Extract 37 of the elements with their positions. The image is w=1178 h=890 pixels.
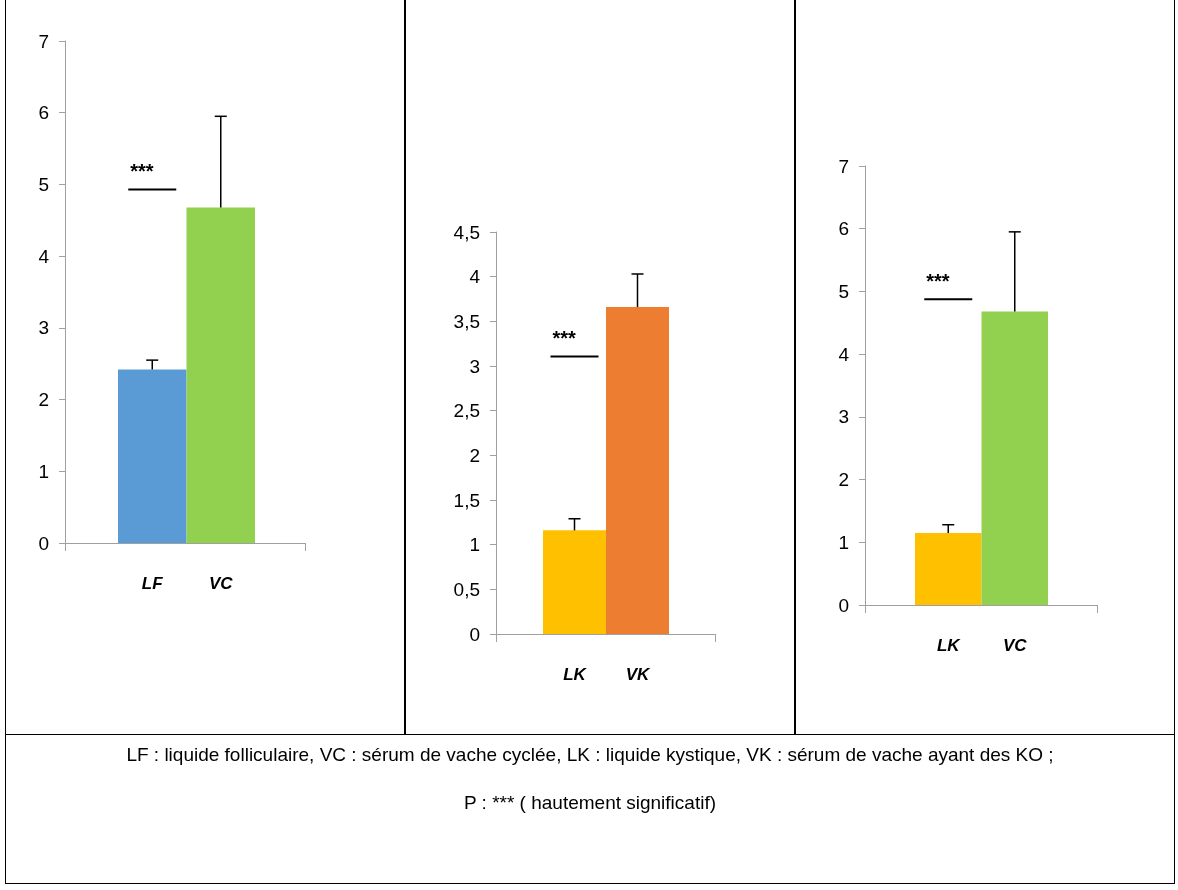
annotation: *** [926,270,950,293]
y-tick-label: 2 [469,444,480,466]
y-tick-label: 5 [38,173,49,195]
y-tick-label: 0 [838,594,849,616]
y-tick-label: 1 [38,460,49,482]
x-tick-label: VK [625,665,652,684]
y-tick-label: 3 [838,406,849,428]
y-tick-label: 0 [38,532,49,554]
text: LF : liquide folliculaire, VC : sérum de vache cyclée, LK : liquide kystique, VK : sérum de vache ayant des KO ; [125,743,1055,767]
annotation: *** [130,160,154,183]
y-tick-label: 3 [38,317,49,339]
y-tick-label: 0 [469,623,480,645]
y-tick-label: 2,5 [453,400,480,422]
y-tick-label: 0,5 [453,578,480,600]
x-tick-label: VC [208,574,234,593]
y-tick-label: 2 [838,469,849,491]
x-tick-label: LK [936,636,962,655]
y-tick-label: 6 [838,218,849,240]
text: P : *** ( hautement significatif) [462,791,717,815]
y-tick-label: 3 [469,355,480,377]
annotation: *** [552,327,577,350]
y-tick-label: 7 [838,155,849,177]
y-tick-label: 1,5 [453,489,480,511]
y-tick-label: 7 [38,30,49,52]
y-tick-label: 3,5 [453,310,480,332]
y-tick-label: 4,5 [453,221,480,243]
y-tick-label: 4 [469,266,481,288]
x-tick-label: LK [563,665,588,684]
y-tick-label: 6 [38,102,49,124]
y-tick-label: 4 [38,245,50,267]
y-tick-label: 1 [469,534,480,556]
y-tick-label: 5 [838,280,849,302]
y-tick-label: 1 [838,531,849,553]
y-tick-label: 2 [38,389,49,411]
x-tick-label: LF [141,574,164,593]
x-tick-label: VC [1002,636,1028,655]
y-tick-label: 4 [838,343,850,365]
